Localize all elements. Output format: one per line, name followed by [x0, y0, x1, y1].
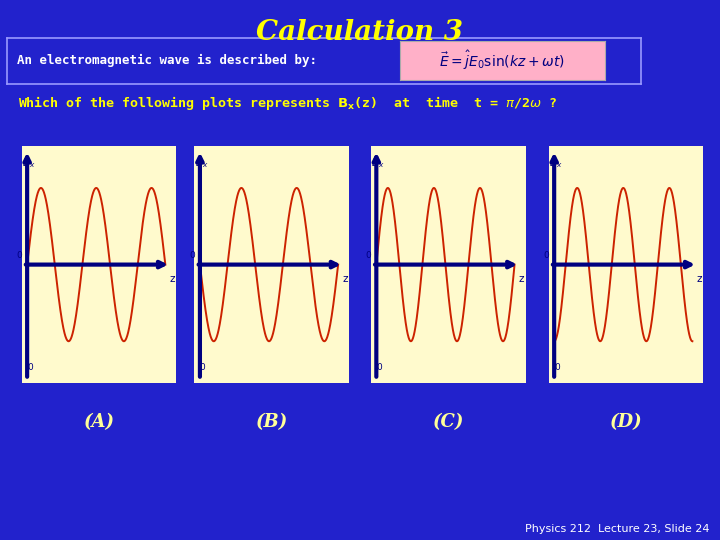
Text: $\vec{E} = \hat{j}E_0\sin(kz + \omega t)$: $\vec{E} = \hat{j}E_0\sin(kz + \omega t)…: [439, 49, 565, 72]
Text: 0: 0: [17, 251, 22, 260]
Text: An electromagnetic wave is described by:: An electromagnetic wave is described by:: [17, 54, 317, 68]
Text: 0: 0: [200, 363, 206, 372]
Text: $B_x$: $B_x$: [372, 156, 385, 170]
Text: z: z: [342, 274, 348, 284]
Text: 0: 0: [27, 363, 33, 372]
Text: Calculation 3: Calculation 3: [256, 19, 464, 46]
Text: 0: 0: [554, 363, 560, 372]
Text: z: z: [696, 274, 702, 284]
Text: 0: 0: [189, 251, 195, 260]
Text: z: z: [169, 274, 175, 284]
Text: 0: 0: [377, 363, 382, 372]
Text: Which of the following plots represents $\mathbf{B_x}$(z)  at  time  t = $\pi$/2: Which of the following plots represents …: [18, 94, 557, 112]
Text: $B_x$: $B_x$: [22, 156, 36, 170]
Text: (D): (D): [610, 413, 642, 431]
Text: $B_x$: $B_x$: [195, 156, 209, 170]
Text: 0: 0: [544, 251, 549, 260]
Text: $B_x$: $B_x$: [549, 156, 563, 170]
Text: Physics 212  Lecture 23, Slide 24: Physics 212 Lecture 23, Slide 24: [525, 523, 709, 534]
Text: (A): (A): [84, 413, 114, 431]
Text: 0: 0: [366, 251, 372, 260]
Text: (C): (C): [433, 413, 464, 431]
Text: (B): (B): [256, 413, 288, 431]
Text: z: z: [518, 274, 524, 284]
